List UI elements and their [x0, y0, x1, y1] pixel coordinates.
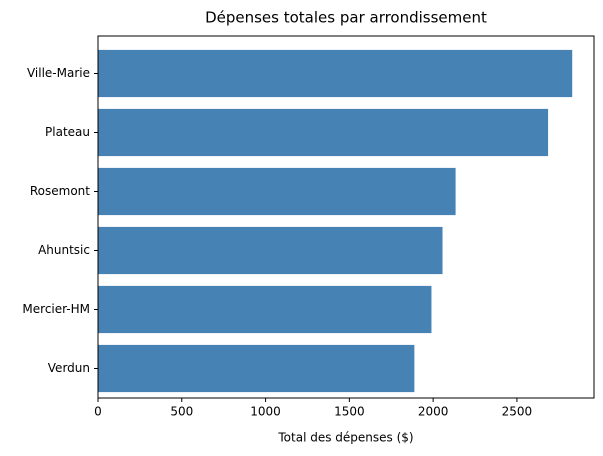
bar — [98, 285, 432, 334]
x-axis-label: Total des dépenses ($) — [277, 431, 413, 445]
x-tick-label: 1500 — [334, 405, 365, 419]
y-tick-label: Verdun — [48, 361, 90, 375]
y-tick-label: Rosemont — [30, 184, 90, 198]
y-tick-label: Ahuntsic — [38, 243, 90, 257]
bar — [98, 49, 573, 98]
y-tick-label: Mercier-HM — [22, 302, 90, 316]
bar — [98, 344, 415, 393]
x-tick-label: 2500 — [502, 405, 533, 419]
y-tick-label: Plateau — [45, 125, 90, 139]
plot-frame — [97, 35, 595, 399]
x-tick-label: 0 — [94, 405, 102, 419]
x-tick-label: 500 — [170, 405, 193, 419]
x-tick-label: 1000 — [250, 405, 281, 419]
x-tick-label: 2000 — [418, 405, 449, 419]
y-tick-label: Ville-Marie — [27, 66, 90, 80]
chart-title: Dépenses totales par arrondissement — [205, 9, 487, 27]
bar — [98, 108, 549, 157]
bar — [98, 167, 456, 216]
bar — [98, 226, 443, 275]
